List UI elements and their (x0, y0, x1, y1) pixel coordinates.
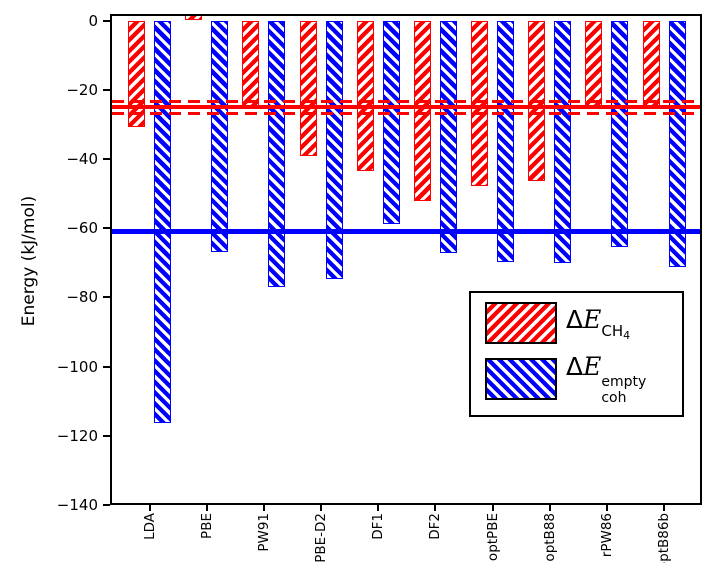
legend-label-ch4: ΔECH4 (566, 305, 630, 342)
xtick-mark (663, 505, 666, 511)
xtick-label-3: PBE-D2 (313, 513, 329, 563)
ytick-label-6: −120 (56, 426, 98, 445)
legend-swatch-coh-hatch (485, 358, 557, 401)
bar-ch4-PBE-D2 (299, 20, 317, 157)
xtick-label-9: optB86b (656, 513, 673, 563)
ytick-label-0: 0 (88, 11, 98, 30)
ytick-label-2: −40 (66, 149, 98, 168)
bar-coh-PBE-D2 (325, 20, 343, 279)
bar-coh-optB88 (554, 20, 572, 264)
legend-box: ΔECH4 ΔE empty coh (469, 291, 684, 417)
xtick-label-4: DF1 (370, 513, 387, 540)
bar-coh-DF1 (382, 20, 400, 224)
bar-ch4-DF2 (413, 20, 431, 202)
ref-line-1 (112, 99, 700, 104)
bar-ch4-rPW86 (585, 20, 603, 109)
legend-sub-4: 4 (623, 328, 631, 342)
xtick-mark (434, 505, 437, 511)
xtick-label-7: optB88 (541, 513, 558, 562)
ytick-label-7: −140 (56, 495, 98, 514)
xtick-mark (205, 505, 208, 511)
bar-coh-DF2 (439, 20, 457, 254)
ytick-mark (103, 365, 110, 368)
legend-item-coh: ΔE empty coh (485, 352, 682, 406)
xtick-mark (320, 505, 322, 511)
ref-line-3 (112, 229, 700, 235)
bar-ch4-PW91 (242, 20, 260, 108)
xtick-label-2: PW91 (255, 513, 272, 552)
xtick-mark (548, 505, 551, 511)
ytick-label-1: −20 (66, 80, 98, 99)
y-axis-label: Energy (kJ/mol) (19, 195, 39, 327)
xtick-mark (605, 505, 608, 511)
xtick-label-8: rPW86 (598, 513, 615, 558)
legend-sup-empty: empty (601, 374, 647, 391)
delta-symbol: Δ (566, 304, 584, 334)
bar-coh-PBE (211, 20, 229, 252)
ytick-mark (103, 227, 110, 230)
ytick-mark (103, 503, 110, 506)
xtick-label-0: LDA (141, 513, 158, 540)
legend-swatch-ch4-hatch (485, 302, 557, 345)
energy-symbol: E (583, 304, 602, 334)
bar-coh-optPBE (497, 20, 515, 263)
ref-line-0 (112, 104, 700, 110)
bar-ch4-optB86b (642, 20, 660, 108)
ytick-label-4: −80 (66, 288, 98, 307)
legend-sub-coh: coh (601, 389, 627, 406)
xtick-label-6: optPBE (484, 513, 501, 562)
legend-sub-ch: CH (601, 321, 624, 340)
xtick-label-5: DF2 (427, 513, 444, 540)
xtick-mark (148, 505, 151, 511)
delta-symbol: Δ (566, 352, 584, 382)
bar-coh-LDA (154, 20, 171, 423)
bar-coh-optB86b (668, 20, 686, 267)
xtick-mark (262, 505, 265, 511)
ytick-mark (103, 88, 110, 91)
bar-ch4-PBE (185, 14, 203, 21)
ref-line-2 (112, 111, 700, 116)
energy-symbol: E (583, 352, 602, 382)
xtick-mark (377, 505, 380, 511)
xtick-mark (491, 505, 494, 511)
bar-coh-rPW86 (611, 20, 629, 248)
ytick-mark (103, 157, 110, 160)
ytick-label-3: −60 (66, 219, 98, 238)
ytick-mark (103, 434, 110, 437)
ytick-mark (103, 19, 110, 22)
xtick-label-1: PBE (198, 513, 215, 539)
legend-label-coh: ΔE empty coh (566, 352, 646, 406)
ytick-mark (103, 296, 110, 299)
ytick-label-5: −100 (56, 357, 98, 376)
legend-item-ch4: ΔECH4 (485, 302, 682, 345)
bar-ch4-DF1 (356, 20, 374, 172)
bar-coh-PW91 (268, 20, 286, 287)
